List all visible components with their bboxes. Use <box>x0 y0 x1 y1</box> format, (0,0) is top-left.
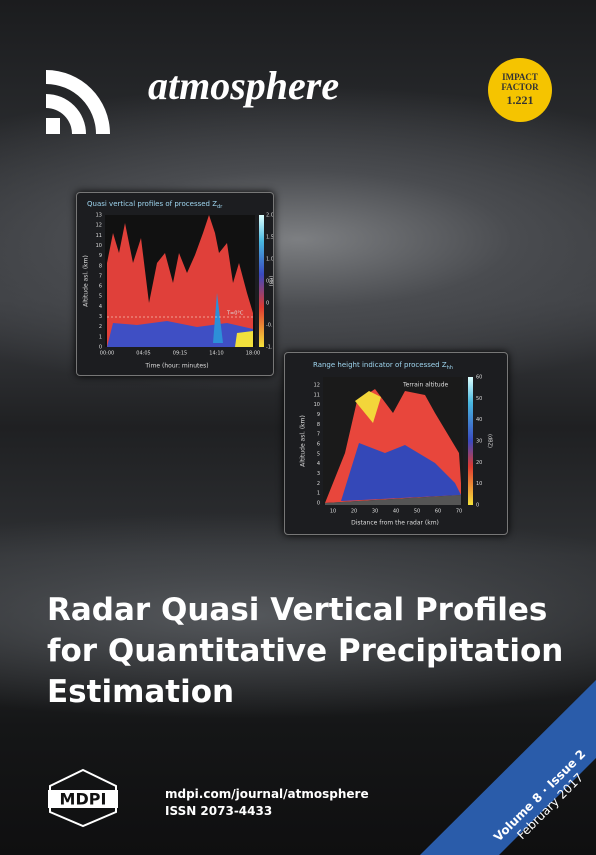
y-tick-label: 9 <box>99 253 102 259</box>
y-tick-label: 10 <box>314 402 320 408</box>
y-tick-label: 8 <box>99 263 102 269</box>
y-tick-label: 10 <box>96 243 102 249</box>
terrain <box>325 495 461 505</box>
x-tick-label: 00:00 <box>100 351 114 357</box>
title-line: Estimation <box>47 674 235 710</box>
x-tick-label: 09:15 <box>173 351 187 357</box>
y-tick-label: 11 <box>314 392 320 398</box>
colorbar-tick-label: 60 <box>476 375 482 381</box>
figure-rhi: Range height indicator of processed Zhh … <box>284 352 508 535</box>
x-tick-label: 60 <box>435 509 441 515</box>
issue-ribbon: Volume 8 · Issue 2 February 2017 <box>420 680 596 855</box>
publisher-logo: MDPI <box>48 768 118 828</box>
y-tick-label: 5 <box>99 294 102 300</box>
x-tick-label: 20 <box>351 509 357 515</box>
y-tick-label: 1 <box>317 491 320 497</box>
heatmap <box>213 293 223 343</box>
y-tick-label: 5 <box>317 451 320 457</box>
heatmap <box>341 443 461 501</box>
y-tick-label: 12 <box>314 383 320 389</box>
colorbar-label: (dB) <box>268 276 274 287</box>
colorbar-tick-label: 0 <box>266 301 269 307</box>
x-axis-label: Distance from the radar (km) <box>351 520 439 527</box>
y-tick-label: 12 <box>96 223 102 229</box>
y-tick-label: 8 <box>317 422 320 428</box>
x-tick-label: 50 <box>414 509 420 515</box>
y-tick-label: 11 <box>96 233 102 239</box>
y-tick-label: 2 <box>99 324 102 330</box>
colorbar <box>468 377 473 505</box>
y-tick-label: 13 <box>96 213 102 219</box>
y-tick-label: 7 <box>317 432 320 438</box>
figure-title: Quasi vertical profiles of processed Zdr <box>87 200 223 210</box>
y-tick-label: 3 <box>99 314 102 320</box>
colorbar-tick-label: 50 <box>476 396 482 402</box>
figure-title: Range height indicator of processed Zhh <box>313 361 453 371</box>
colorbar-tick-label: 1.5 <box>266 235 274 241</box>
article-title: Radar Quasi Vertical Profiles for Quanti… <box>47 590 563 713</box>
y-tick-label: 0 <box>99 345 102 351</box>
colorbar-tick-label: -0.5 <box>266 323 274 329</box>
x-tick-label: 70 <box>456 509 462 515</box>
y-tick-label: 7 <box>99 273 102 279</box>
colorbar-tick-label: 1.0 <box>266 257 274 263</box>
annotation: Terrain altitude <box>402 382 449 389</box>
colorbar-label: (dBZ) <box>487 434 493 448</box>
title-line: for Quantitative Precipitation <box>47 633 564 669</box>
y-axis-label: Altitude asl. (km) <box>300 415 307 467</box>
colorbar-tick-label: 40 <box>476 417 482 423</box>
x-tick-label: 18:00 <box>246 351 260 357</box>
annotation: T=0°C <box>226 311 244 317</box>
y-tick-label: 4 <box>317 461 320 467</box>
y-tick-label: 1 <box>99 334 102 340</box>
publisher: MDPI <box>60 790 107 809</box>
x-tick-label: 30 <box>372 509 378 515</box>
x-tick-label: 14:10 <box>209 351 223 357</box>
title-sub: dr <box>217 204 223 210</box>
title-text: Range height indicator of processed Z <box>313 361 447 369</box>
colorbar-tick-label: 20 <box>476 460 482 466</box>
colorbar-tick-label: 10 <box>476 481 482 487</box>
title-sub: hh <box>447 365 453 371</box>
impact-value: 1.221 <box>506 93 534 107</box>
y-tick-label: 2 <box>317 481 320 487</box>
title-text: Quasi vertical profiles of processed Z <box>87 200 217 208</box>
issn: ISSN 2073-4433 <box>165 804 273 818</box>
figure-qvp: Quasi vertical profiles of processed Zdr… <box>76 192 274 376</box>
colorbar-tick-label: 30 <box>476 439 482 445</box>
heatmap <box>107 321 253 347</box>
x-tick-label: 10 <box>330 509 336 515</box>
impact-factor-badge: IMPACT FACTOR 1.221 <box>488 58 552 122</box>
y-tick-label: 9 <box>317 412 320 418</box>
colorbar-tick-label: 0 <box>476 503 479 509</box>
y-tick-label: 0 <box>317 501 320 507</box>
journal-logo <box>46 70 110 134</box>
heatmap <box>235 331 253 347</box>
colorbar-tick-label: 2.0 <box>266 213 274 219</box>
y-tick-label: 6 <box>99 284 102 290</box>
heatmap <box>355 391 381 423</box>
y-tick-label: 6 <box>317 442 320 448</box>
footer-info: mdpi.com/journal/atmosphere ISSN 2073-44… <box>165 786 369 820</box>
journal-title: atmosphere <box>148 63 340 108</box>
y-tick-label: 4 <box>99 304 102 310</box>
x-axis-label: Time (hour: minutes) <box>144 363 208 370</box>
impact-label: IMPACT <box>502 72 538 82</box>
y-axis-label: Altitude asl. (km) <box>83 255 90 307</box>
x-tick-label: 40 <box>393 509 399 515</box>
colorbar-tick-label: 0.5 <box>266 279 274 285</box>
y-tick-label: 3 <box>317 471 320 477</box>
impact-label: FACTOR <box>501 82 539 92</box>
url: mdpi.com/journal/atmosphere <box>165 787 369 801</box>
title-line: Radar Quasi Vertical Profiles <box>47 592 548 628</box>
colorbar <box>259 215 264 347</box>
colorbar-tick-label: -1.0 <box>266 345 274 351</box>
x-tick-label: 04:05 <box>136 351 150 357</box>
